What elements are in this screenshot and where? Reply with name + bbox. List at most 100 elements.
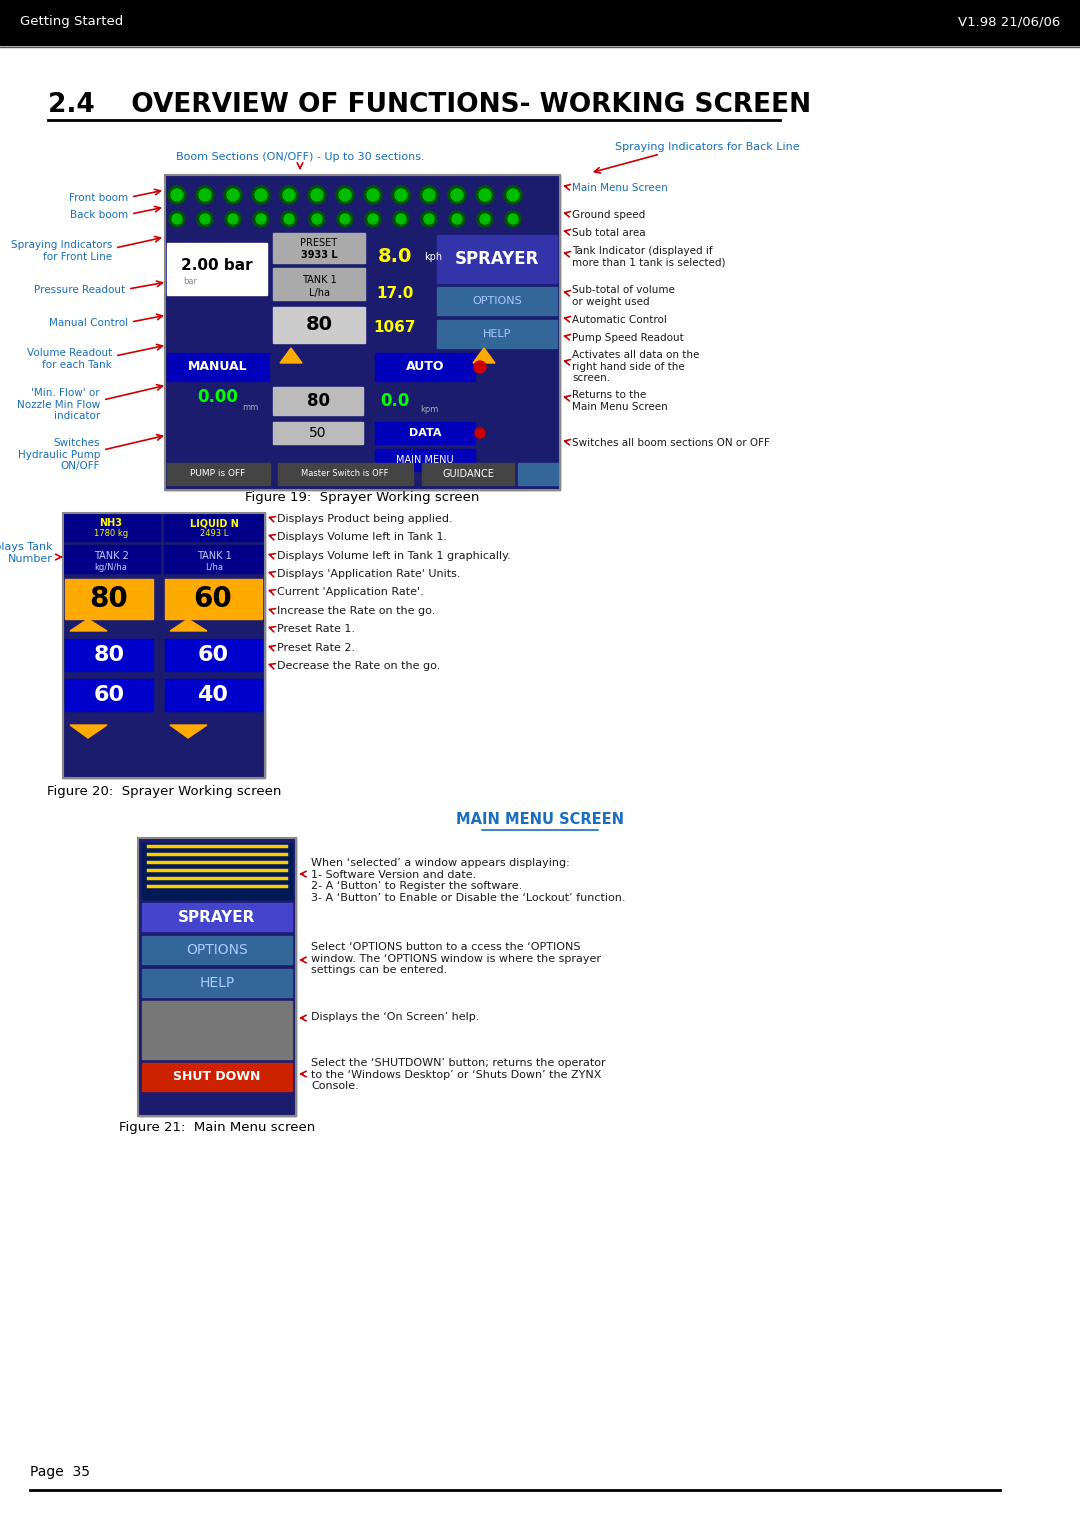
Bar: [65, 579, 153, 618]
Text: Current 'Application Rate'.: Current 'Application Rate'.: [276, 586, 423, 597]
Text: Pump Speed Readout: Pump Speed Readout: [572, 333, 684, 344]
Bar: [167, 463, 270, 486]
Circle shape: [224, 186, 242, 205]
Circle shape: [227, 189, 239, 202]
Text: Ground speed: Ground speed: [572, 211, 645, 220]
Text: Switches
Hydraulic Pump
ON/OFF: Switches Hydraulic Pump ON/OFF: [17, 438, 100, 472]
Bar: [138, 838, 296, 1116]
Circle shape: [336, 186, 354, 205]
Circle shape: [337, 211, 353, 228]
Text: Returns to the
Main Menu Screen: Returns to the Main Menu Screen: [572, 389, 667, 412]
Polygon shape: [473, 348, 495, 363]
Bar: [165, 638, 262, 670]
Bar: [375, 421, 475, 444]
Circle shape: [228, 214, 238, 224]
Text: V1.98 21/06/06: V1.98 21/06/06: [958, 15, 1059, 29]
Text: 2493 L: 2493 L: [200, 530, 228, 539]
Circle shape: [311, 189, 323, 202]
Circle shape: [449, 211, 465, 228]
Text: Volume Readout
for each Tank: Volume Readout for each Tank: [27, 348, 112, 370]
Bar: [141, 1063, 292, 1090]
Bar: [165, 579, 262, 618]
Text: 'Min. Flow' or
Nozzle Min Flow
indicator: 'Min. Flow' or Nozzle Min Flow indicator: [17, 388, 100, 421]
Circle shape: [309, 211, 325, 228]
Bar: [437, 287, 557, 315]
Text: TANK 1: TANK 1: [301, 275, 336, 286]
Text: 3933 L: 3933 L: [300, 250, 337, 260]
Circle shape: [225, 211, 241, 228]
Text: Pressure Readout: Pressure Readout: [33, 286, 125, 295]
Bar: [63, 513, 265, 777]
Circle shape: [283, 189, 295, 202]
Circle shape: [284, 214, 294, 224]
Bar: [63, 545, 160, 573]
Polygon shape: [280, 348, 302, 363]
Text: 80: 80: [94, 644, 124, 664]
Circle shape: [308, 186, 326, 205]
Text: 0.0: 0.0: [380, 392, 409, 411]
Bar: [141, 1002, 292, 1060]
Text: Spraying Indicators for Back Line: Spraying Indicators for Back Line: [615, 142, 799, 153]
Circle shape: [195, 186, 214, 205]
Circle shape: [423, 189, 435, 202]
Circle shape: [396, 214, 406, 224]
Bar: [164, 545, 264, 573]
Text: Back boom: Back boom: [70, 211, 129, 220]
Circle shape: [505, 211, 521, 228]
Circle shape: [504, 186, 522, 205]
Text: Automatic Control: Automatic Control: [572, 315, 666, 325]
Circle shape: [395, 189, 407, 202]
Bar: [141, 843, 292, 899]
Text: 1067: 1067: [374, 319, 416, 334]
Bar: [65, 638, 153, 670]
Circle shape: [507, 189, 519, 202]
Text: 2.4    OVERVIEW OF FUNCTIONS- WORKING SCREEN: 2.4 OVERVIEW OF FUNCTIONS- WORKING SCREE…: [48, 92, 811, 118]
Circle shape: [199, 189, 211, 202]
Bar: [165, 176, 561, 490]
Text: SPRAYER: SPRAYER: [178, 910, 256, 924]
Text: L/ha: L/ha: [309, 289, 329, 298]
Bar: [63, 513, 265, 777]
Text: 80: 80: [90, 585, 129, 612]
Text: Spraying Indicators
for Front Line: Spraying Indicators for Front Line: [11, 240, 112, 261]
Bar: [273, 421, 363, 444]
Text: Master Switch is OFF: Master Switch is OFF: [301, 469, 389, 478]
Circle shape: [365, 211, 381, 228]
Circle shape: [448, 186, 465, 205]
Text: TANK 1: TANK 1: [197, 551, 231, 560]
Text: Page  35: Page 35: [30, 1464, 90, 1480]
Text: 80: 80: [306, 316, 333, 334]
Text: LIQUID N: LIQUID N: [190, 518, 239, 528]
Text: Activates all data on the
right hand side of the
screen.: Activates all data on the right hand sid…: [572, 350, 700, 383]
Circle shape: [312, 214, 322, 224]
Polygon shape: [70, 618, 107, 631]
Text: Displays Volume left in Tank 1.: Displays Volume left in Tank 1.: [276, 531, 447, 542]
Bar: [273, 307, 365, 344]
Circle shape: [451, 189, 463, 202]
Circle shape: [475, 428, 485, 438]
Polygon shape: [170, 725, 207, 738]
Text: Displays Volume left in Tank 1 graphically.: Displays Volume left in Tank 1 graphical…: [276, 551, 511, 560]
Text: Figure 21:  Main Menu screen: Figure 21: Main Menu screen: [119, 1121, 315, 1135]
Circle shape: [200, 214, 210, 224]
Text: 60: 60: [193, 585, 232, 612]
Bar: [422, 463, 514, 486]
Circle shape: [453, 214, 462, 224]
Text: Boom Sections (ON/OFF) - Up to 30 sections.: Boom Sections (ON/OFF) - Up to 30 sectio…: [176, 153, 424, 162]
Text: 40: 40: [198, 686, 229, 705]
Text: Front boom: Front boom: [69, 192, 129, 203]
Bar: [138, 838, 296, 1116]
Circle shape: [339, 189, 351, 202]
Text: 17.0: 17.0: [376, 286, 414, 301]
Circle shape: [474, 360, 486, 373]
Circle shape: [340, 214, 350, 224]
Circle shape: [364, 186, 382, 205]
Text: 50: 50: [309, 426, 327, 440]
Circle shape: [256, 214, 266, 224]
Bar: [375, 449, 475, 470]
Text: OPTIONS: OPTIONS: [472, 296, 522, 305]
Circle shape: [168, 211, 185, 228]
Circle shape: [420, 186, 438, 205]
Text: Sub-total of volume
or weight used: Sub-total of volume or weight used: [572, 286, 675, 307]
Text: 8.0: 8.0: [378, 247, 413, 267]
